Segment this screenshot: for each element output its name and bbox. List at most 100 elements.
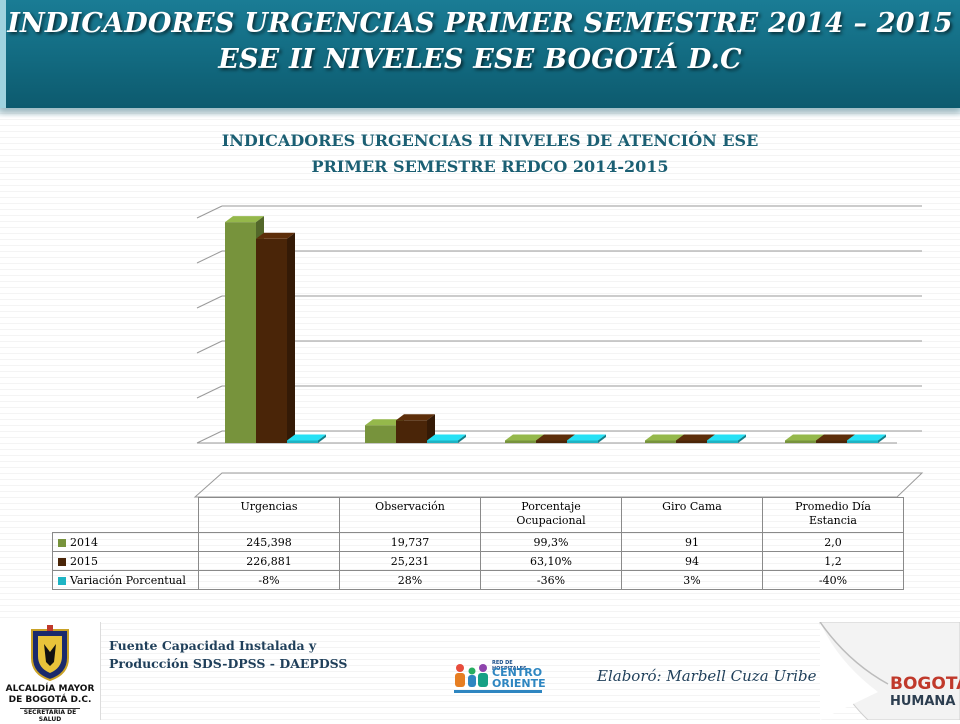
table-cell: 1,2 — [762, 551, 904, 571]
data-table-header-row: Urgencias Observación Porcentaje Ocupaciona… — [53, 497, 904, 533]
gridline-diagonal — [196, 295, 223, 309]
banner-title-line2: ESE II NIVELES ESE BOGOTÁ D.C — [218, 44, 742, 75]
gridline-diagonal — [196, 385, 223, 399]
bar-2014 — [505, 440, 536, 443]
table-cell: 2,0 — [762, 532, 904, 552]
gridline-diagonal — [196, 250, 223, 264]
bar-side — [287, 232, 295, 443]
bar-2014 — [645, 440, 676, 443]
coat-of-arms-icon — [31, 625, 69, 682]
bar-variación-porcentual — [287, 440, 318, 443]
bar-top — [256, 232, 295, 239]
bar-2015 — [536, 440, 567, 443]
legend-key — [58, 538, 66, 547]
alcaldia-line3: SECRETARÍA DE SALUD — [20, 708, 80, 723]
alcaldia-line1: ALCALDÍA MAYOR — [5, 684, 95, 694]
bogota-humana-line1: BOGOTÁ — [890, 674, 960, 694]
table-cell: 91 — [621, 532, 763, 552]
bar-top — [785, 434, 824, 441]
gridline-diagonal — [196, 205, 223, 219]
bar-top — [505, 434, 544, 441]
bar-side — [318, 434, 326, 443]
chart-title-line1: INDICADORES URGENCIAS II NIVELES DE ATEN… — [221, 131, 759, 150]
centro-oriente-line3: ORIENTE — [492, 677, 546, 690]
banner-edge — [0, 0, 6, 108]
bar-top — [707, 434, 746, 441]
chart-data-table: Urgencias Observación Porcentaje Ocupaciona… — [52, 497, 904, 590]
bar-top — [365, 419, 404, 426]
bar-top — [816, 434, 855, 441]
legend-cell: Variación Porcentual — [52, 570, 199, 590]
table-row: 2015 226,881 25,231 63,10% 94 1,2 — [52, 551, 904, 571]
bar-2015 — [676, 440, 707, 443]
alcaldia-logo: ALCALDÍA MAYOR DE BOGOTÁ D.C. SECRETARÍA… — [0, 622, 101, 723]
gridline-diagonal — [196, 430, 223, 444]
bar-2014 — [785, 440, 816, 443]
centro-oriente-line1: RED DE HOSPITALES — [492, 660, 527, 672]
legend-label: 2014 — [70, 535, 98, 549]
bar-variación-porcentual — [847, 440, 878, 443]
table-cell: -8% — [198, 570, 340, 590]
banner-title-line1: INDICADORES URGENCIAS PRIMER SEMESTRE 20… — [7, 8, 953, 39]
title-banner: INDICADORES URGENCIAS PRIMER SEMESTRE 20… — [0, 0, 960, 108]
legend-key — [58, 576, 66, 585]
centro-oriente-line2: CENTRO — [492, 666, 543, 679]
table-row: 2014 245,398 19,737 99,3% 91 2,0 — [52, 532, 904, 552]
bar-top — [676, 434, 715, 441]
source-note: Fuente Capacidad Instalada y Producción … — [109, 637, 347, 673]
table-header-cell: Promedio Día Estancia — [762, 497, 904, 533]
bar-2014 — [225, 222, 256, 443]
table-cell: 28% — [339, 570, 481, 590]
bar-top — [396, 414, 435, 421]
bogota-humana-line2: HUMANA — [890, 694, 956, 709]
bar-2015 — [396, 420, 427, 443]
table-cell: -40% — [762, 570, 904, 590]
bar-variación-porcentual — [567, 440, 598, 443]
bar-side — [738, 434, 746, 443]
page-curl-icon — [819, 621, 960, 721]
red-hospitales-icon — [454, 664, 542, 693]
table-header-text: Observación — [375, 500, 445, 513]
table-header-text: Giro Cama — [662, 500, 722, 513]
bar-top — [287, 434, 326, 441]
source-note-line1: Fuente Capacidad Instalada y — [109, 638, 317, 653]
bar-2015 — [816, 440, 847, 443]
table-header-cell: Porcentaje Ocupacional — [480, 497, 622, 533]
bar-side — [878, 434, 886, 443]
bar-top — [225, 216, 264, 223]
table-cell: 19,737 — [339, 532, 481, 552]
bar-top — [645, 434, 684, 441]
data-table-corner — [53, 498, 199, 533]
table-cell: 3% — [621, 570, 763, 590]
legend-label: 2015 — [70, 554, 98, 568]
table-cell: 99,3% — [480, 532, 622, 552]
table-floor-outline — [193, 472, 924, 498]
legend-cell: 2015 — [52, 551, 199, 571]
bogota-humana-logo: BOGOTÁ HUMANA — [818, 621, 960, 721]
table-cell: 63,10% — [480, 551, 622, 571]
bar-side — [598, 434, 606, 443]
source-note-line2: Producción SDS-DPSS - DAEPDSS — [109, 656, 348, 671]
table-header-text: Promedio Día — [795, 500, 871, 513]
bar-top — [567, 434, 606, 441]
alcaldia-line2: DE BOGOTÁ D.C. — [8, 695, 92, 705]
chart-title-line2: PRIMER SEMESTRE REDCO 2014-2015 — [311, 157, 669, 176]
legend-label: Variación Porcentual — [70, 573, 186, 587]
table-header-text: Ocupacional — [516, 514, 586, 527]
bar-side — [427, 414, 435, 443]
legend-cell: 2014 — [52, 532, 199, 552]
bar-top — [427, 434, 466, 441]
table-cell: -36% — [480, 570, 622, 590]
table-header-text: Porcentaje — [521, 500, 581, 513]
bar-top — [847, 434, 886, 441]
centro-oriente-logo: RED DE HOSPITALES CENTRO ORIENTE — [452, 658, 548, 702]
table-row: Variación Porcentual -8% 28% -36% 3% -40% — [52, 570, 904, 590]
bar-chart — [193, 205, 924, 498]
table-header-text: Estancia — [809, 514, 857, 527]
banner-glow — [0, 108, 960, 118]
gridline-diagonal — [196, 340, 223, 354]
table-cell: 25,231 — [339, 551, 481, 571]
author-credit: Elaboró: Marbell Cuza Uribe — [597, 667, 817, 685]
bar-top — [536, 434, 575, 441]
bar-2014 — [365, 425, 396, 443]
